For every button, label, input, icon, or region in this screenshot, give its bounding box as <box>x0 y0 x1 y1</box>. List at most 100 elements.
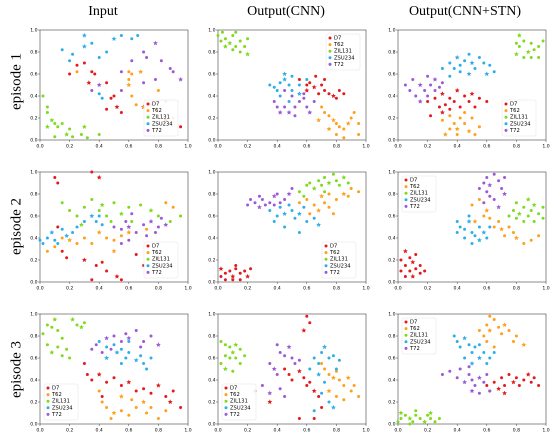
scatter-point <box>514 41 518 45</box>
scatter-point <box>155 342 161 347</box>
scatter-point <box>496 386 502 391</box>
scatter-point <box>105 214 109 218</box>
scatter-point <box>56 125 60 129</box>
scatter-point <box>159 216 163 220</box>
scatter-point <box>105 269 109 273</box>
scatter-point <box>111 410 117 416</box>
scatter-point <box>253 201 257 205</box>
legend-box <box>401 317 437 355</box>
x-tick-label: 0.2 <box>424 286 431 292</box>
scatter-point <box>164 395 168 398</box>
scatter-point <box>78 222 84 227</box>
scatter-point <box>402 248 408 254</box>
scatter-point <box>56 242 60 245</box>
scatter-point <box>145 56 149 59</box>
scatter-point <box>327 356 331 360</box>
scatter-point <box>53 176 57 179</box>
scatter-point <box>317 362 321 365</box>
scatter-point <box>469 388 475 394</box>
scatter-point <box>531 202 537 208</box>
scatter-point <box>448 96 452 100</box>
scatter-point <box>96 174 102 180</box>
legend-label: T62 <box>51 392 62 398</box>
scatter-point <box>305 183 309 187</box>
legend-label: ZSU234 <box>152 263 173 269</box>
scatter-point <box>492 198 496 201</box>
legend-label: D7 <box>152 244 159 250</box>
scatter-point <box>342 127 346 131</box>
scatter-point <box>119 234 123 238</box>
scatter-point <box>233 342 239 347</box>
scatter-point <box>90 347 94 351</box>
scatter-point <box>105 406 109 409</box>
legend-marker <box>504 115 508 119</box>
legend-label: D7 <box>230 386 237 392</box>
legend-label: T62 <box>329 250 340 256</box>
scatter-point <box>100 400 104 404</box>
scatter-point <box>302 96 306 100</box>
scatter-point <box>246 37 250 41</box>
legend-marker <box>146 102 150 106</box>
legend-marker <box>146 115 150 119</box>
scatter-point <box>314 74 318 78</box>
scatter-point <box>503 234 507 238</box>
legend-label: T62 <box>409 326 420 332</box>
scatter-point <box>286 109 292 115</box>
y-tick-label: 0.0 <box>30 280 37 286</box>
legend-label: T72 <box>151 128 162 134</box>
scatter-point <box>53 122 57 125</box>
scatter-point <box>537 384 541 387</box>
scatter-point <box>320 351 324 354</box>
scatter-point <box>455 133 459 136</box>
scatter-point <box>502 191 508 197</box>
scatter-point <box>278 81 282 85</box>
scatter-panel: 0.00.0 0.2 0.2 0.4 0.4 0.6 0.6 0.8 0.8 1.0 1.0 D7T6… <box>208 28 370 150</box>
scatter-point <box>90 89 94 92</box>
scatter-point <box>305 314 309 318</box>
scatter-point <box>537 234 541 238</box>
row-title-episode-1: episode 1 <box>8 52 25 111</box>
scatter-point <box>286 191 292 197</box>
legend-marker <box>224 399 228 403</box>
y-tick-label: 0.6 <box>388 72 395 78</box>
y-tick-label: 0.6 <box>30 214 37 220</box>
scatter-point <box>126 379 132 385</box>
scatter-point <box>312 203 316 207</box>
scatter-point <box>127 238 131 242</box>
scatter-point <box>297 83 301 87</box>
scatter-point <box>497 179 501 183</box>
scatter-point <box>463 111 467 114</box>
scatter-point <box>410 273 416 279</box>
scatter-point <box>139 354 143 358</box>
legend-marker <box>404 320 408 324</box>
scatter-point <box>488 216 492 220</box>
scatter-point <box>126 224 132 230</box>
scatter-point <box>44 124 50 129</box>
scatter-point <box>482 201 486 205</box>
scatter-point <box>320 105 324 109</box>
scatter-point <box>503 176 507 179</box>
scatter-point <box>488 225 492 229</box>
scatter-point <box>454 126 460 132</box>
scatter-point <box>97 214 101 218</box>
scatter-point <box>272 203 276 207</box>
legend-marker <box>404 178 408 182</box>
y-tick-label: 0.6 <box>208 356 215 362</box>
scatter-point <box>537 56 541 59</box>
scatter-point <box>148 218 154 224</box>
scatter-point <box>60 227 64 231</box>
scatter-point <box>482 61 486 65</box>
scatter-point <box>334 198 338 201</box>
scatter-point <box>452 67 456 70</box>
scatter-point <box>65 256 69 260</box>
scatter-point <box>488 356 492 360</box>
y-tick-label: 0.4 <box>208 94 215 100</box>
scatter-point <box>267 390 273 396</box>
scatter-point <box>68 72 72 76</box>
scatter-point <box>105 81 109 85</box>
scatter-point <box>440 118 444 122</box>
scatter-point <box>346 181 350 185</box>
scatter-point <box>148 207 154 213</box>
x-tick-label: 0.8 <box>155 144 162 150</box>
